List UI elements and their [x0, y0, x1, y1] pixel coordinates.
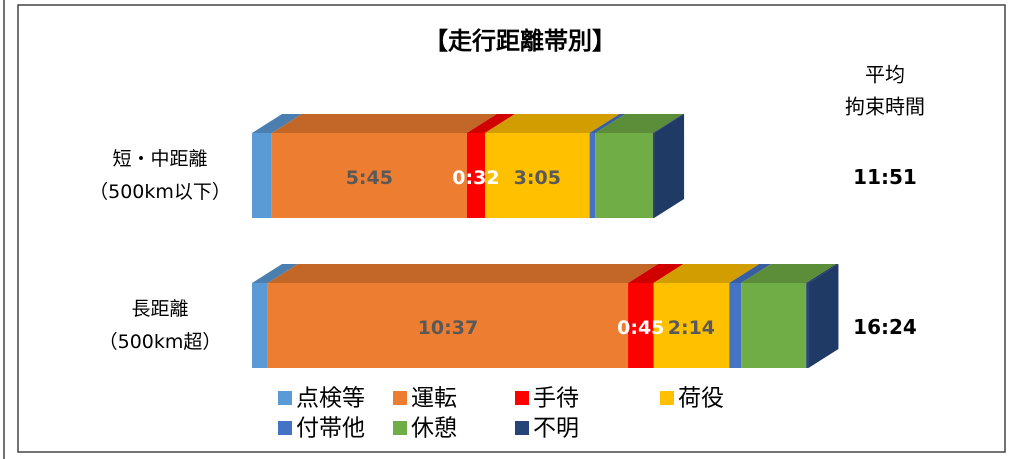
- bar-top: [252, 114, 302, 133]
- legend-swatch: [393, 391, 407, 405]
- category-label: （500km以下）: [89, 181, 231, 203]
- bar-top: [595, 114, 683, 133]
- legend-swatch: [278, 391, 292, 405]
- bar-top: [729, 264, 772, 283]
- bar: [729, 283, 742, 368]
- bar: [466, 133, 485, 218]
- bar-top: [741, 264, 837, 283]
- bar: [595, 133, 653, 218]
- value-label: 2:14: [668, 317, 715, 339]
- total-header: 平均: [865, 63, 905, 87]
- bar: [252, 133, 272, 218]
- legend-swatch: [660, 391, 674, 405]
- legend-label: 点検等: [296, 386, 365, 412]
- category-label: 短・中距離: [112, 148, 207, 170]
- legend-swatch: [278, 421, 292, 435]
- category-label: 長距離: [131, 298, 188, 320]
- legend-label: 付帯他: [296, 416, 365, 442]
- bar-top: [589, 114, 626, 133]
- value-label: 0:45: [617, 317, 664, 339]
- value-label: 0:32: [452, 167, 499, 189]
- bar: [252, 283, 268, 368]
- value-label: 10:37: [418, 317, 478, 339]
- bar: [589, 133, 596, 218]
- bar: [652, 133, 655, 218]
- bar-side: [654, 114, 685, 218]
- value-label: 5:45: [346, 167, 393, 189]
- legend-label: 荷役: [678, 386, 724, 412]
- legend-label: 不明: [533, 416, 579, 442]
- bar-top: [806, 264, 839, 283]
- legend-swatch: [393, 421, 407, 435]
- chart-title: 【走行距離帯別】: [424, 27, 616, 55]
- bar-top: [628, 264, 684, 283]
- bar: [628, 283, 654, 368]
- bar: [741, 283, 807, 368]
- bar-top: [653, 264, 760, 283]
- legend-label: 休憩: [411, 416, 457, 442]
- bar-side: [808, 264, 839, 368]
- bar: [271, 133, 467, 218]
- legend-swatch: [515, 391, 529, 405]
- legend-label: 手待: [533, 386, 579, 412]
- bar: [267, 283, 629, 368]
- category-label: （500km超）: [99, 331, 222, 353]
- total-label: 16:24: [853, 315, 917, 339]
- bar-top: [484, 114, 620, 133]
- legend-swatch: [515, 421, 529, 435]
- bar-top: [271, 114, 497, 133]
- bar: [484, 133, 590, 218]
- bar-top: [252, 264, 298, 283]
- bar: [806, 283, 809, 368]
- bar-top: [652, 114, 685, 133]
- bar-top: [466, 114, 515, 133]
- total-label: 11:51: [853, 165, 917, 189]
- legend-label: 運転: [411, 386, 457, 412]
- bar-top: [267, 264, 659, 283]
- bar: [653, 283, 730, 368]
- value-label: 3:05: [514, 167, 561, 189]
- frame: [17, 4, 1006, 453]
- total-header: 拘束時間: [845, 95, 925, 119]
